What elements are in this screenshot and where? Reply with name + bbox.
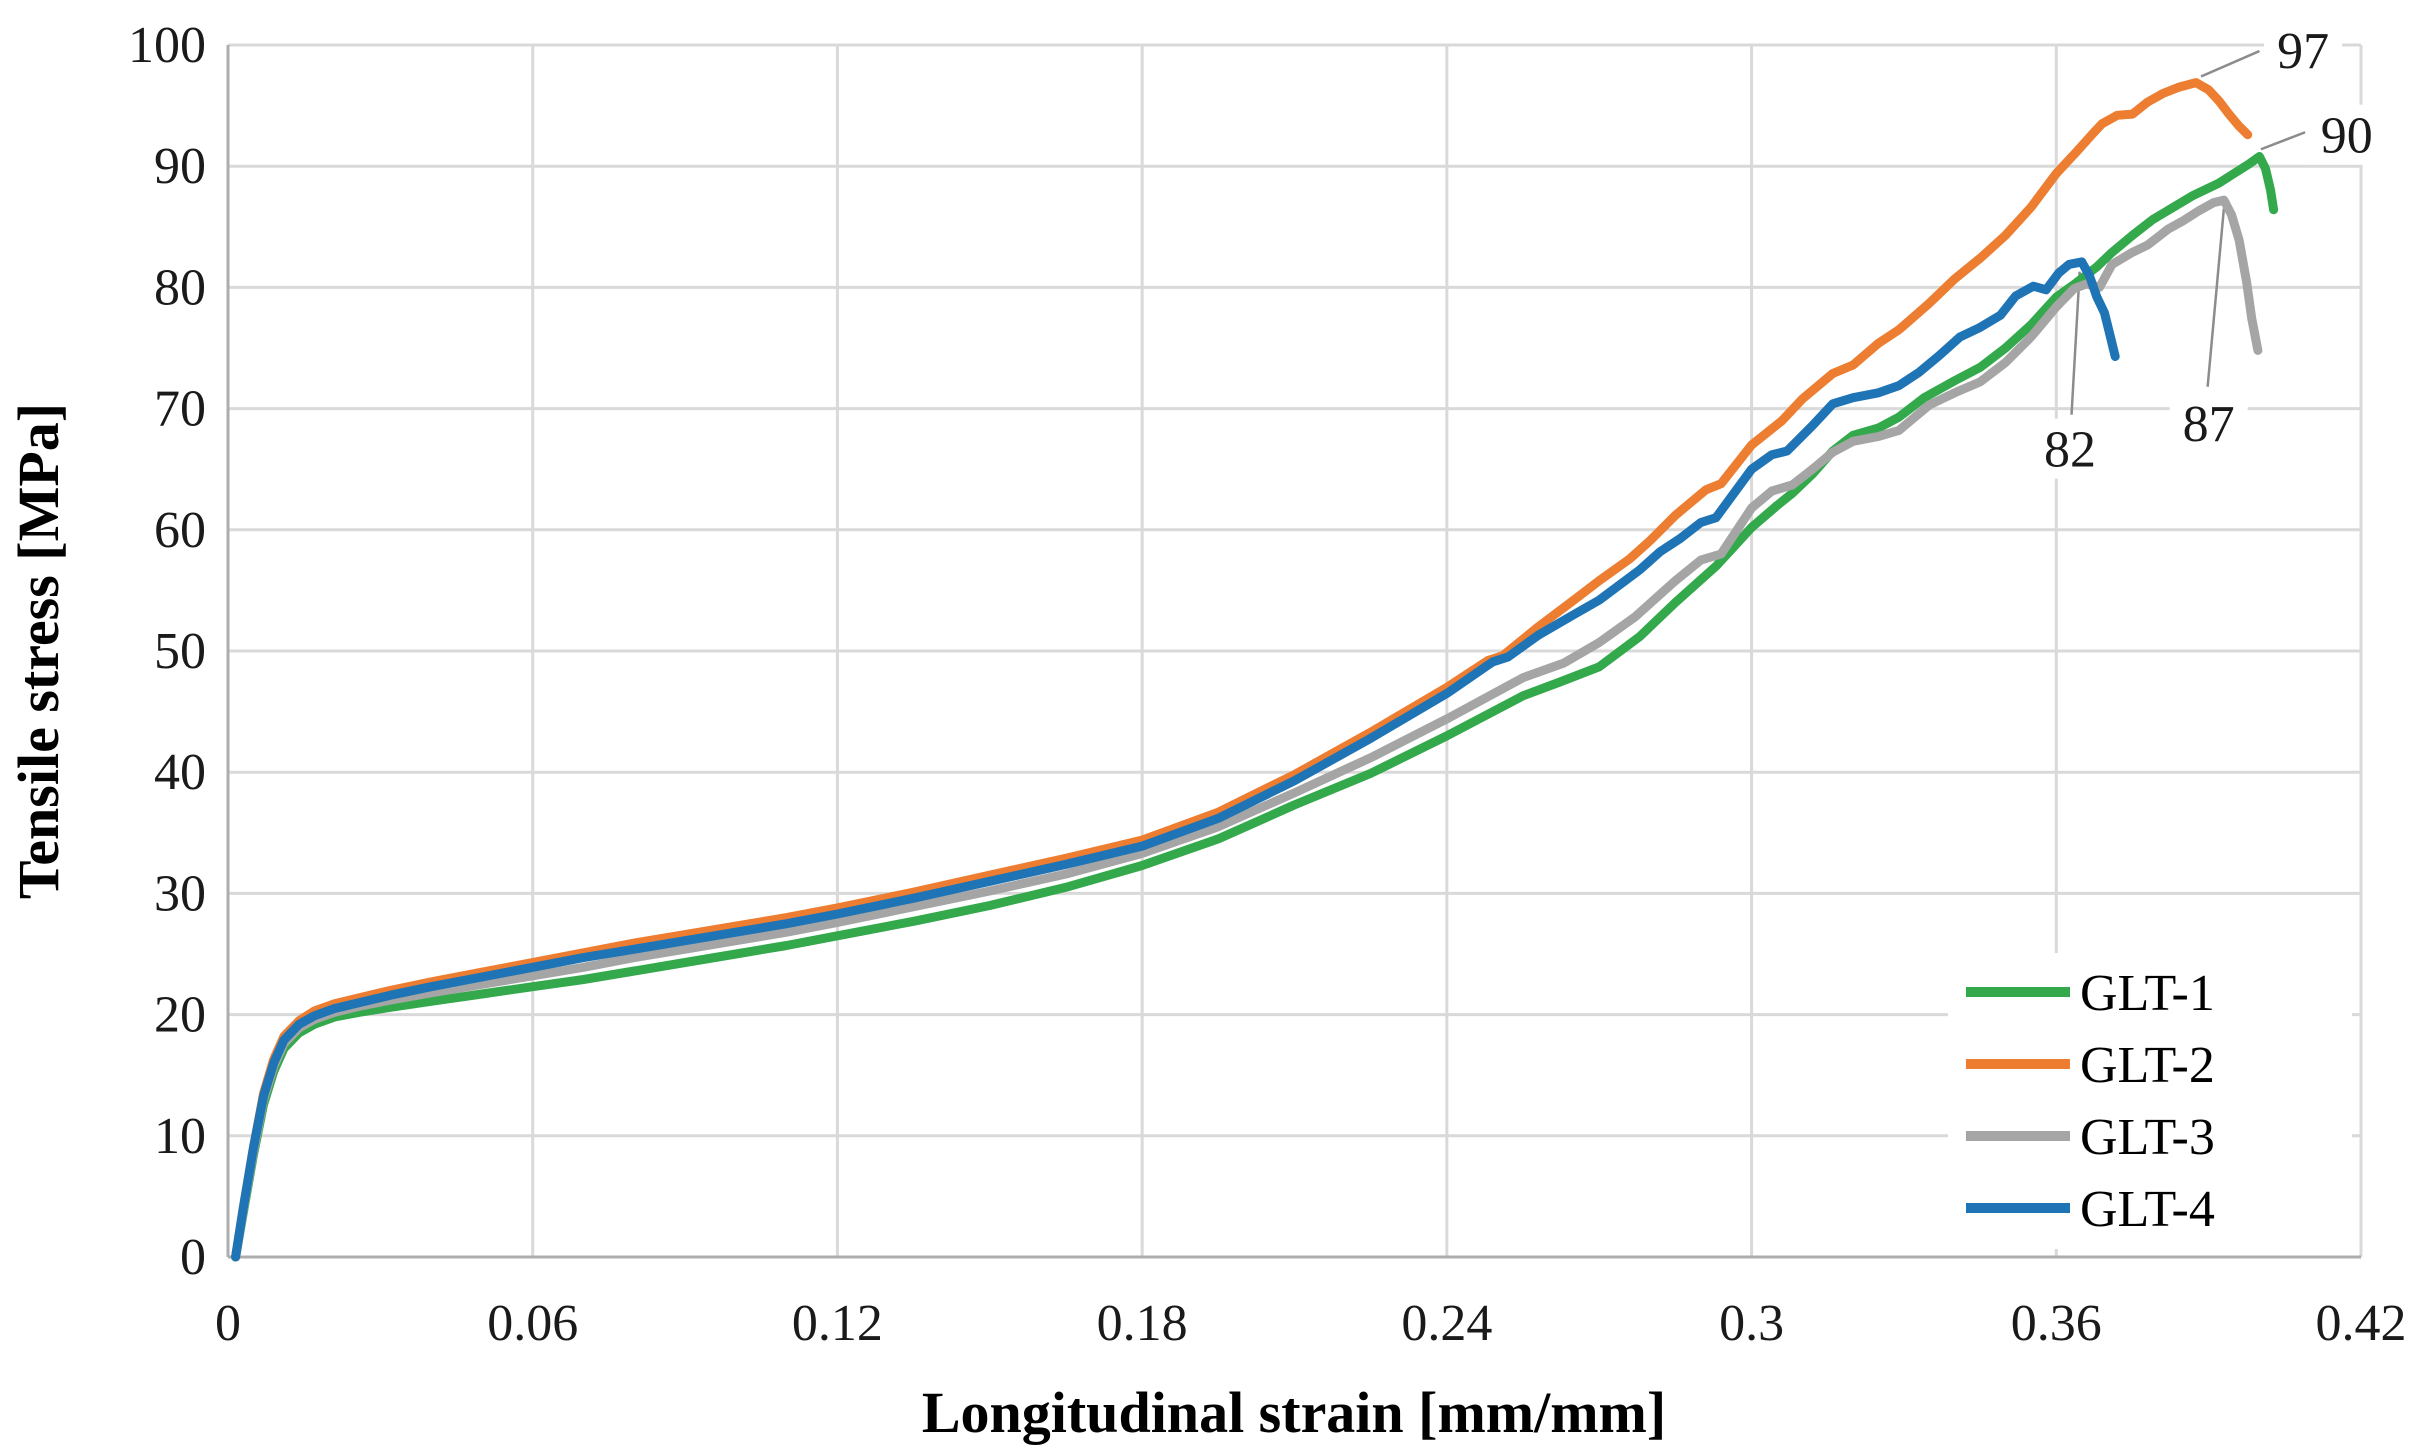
legend-label-glt-4: GLT-4 [2080, 1181, 2215, 1238]
annotation-label-90: 90 [2321, 108, 2373, 165]
axes [226, 45, 2361, 1259]
tick-labels: 0 0.06 0.12 0.18 0.24 0.3 0.36 0.42 0 10 20 30 40 50 6… [128, 17, 2407, 1352]
legend-label-glt-1: GLT-1 [2080, 965, 2215, 1022]
annotation-87: 87 [2169, 393, 2248, 454]
annotation-background-87 [2169, 393, 2248, 454]
y-tick-label-60: 60 [154, 502, 206, 559]
annotation-labels: 97 90 87 82 [2030, 19, 2386, 479]
series-lines [231, 78, 2279, 1262]
x-tick-label-0.18: 0.18 [1097, 1295, 1188, 1352]
legend-item-glt-1: GLT-1 [1966, 965, 2215, 1022]
legend-label-glt-3: GLT-3 [2080, 1109, 2215, 1166]
legend-item-glt-4: GLT-4 [1966, 1181, 2215, 1238]
y-tick-label-20: 20 [154, 987, 206, 1044]
legend: GLT-1 GLT-2 GLT-3 GLT-4 [1948, 953, 2352, 1249]
x-tick-label-0: 0 [215, 1295, 241, 1352]
series-line-glt-1 [231, 152, 2279, 1262]
leader-line-97 [2200, 49, 2260, 78]
annotation-97: 97 [2264, 19, 2343, 80]
y-tick-label-0: 0 [180, 1229, 206, 1286]
y-tick-label-100: 100 [128, 17, 206, 74]
annotation-background-82 [2030, 418, 2109, 479]
y-tick-label-90: 90 [154, 138, 206, 195]
x-tick-label-0.12: 0.12 [792, 1295, 883, 1352]
y-tick-label-40: 40 [154, 744, 206, 801]
x-tick-label-0.3: 0.3 [1719, 1295, 1784, 1352]
annotation-label-82: 82 [2044, 422, 2096, 479]
legend-label-glt-2: GLT-2 [2080, 1037, 2215, 1094]
gridlines [228, 43, 2363, 1257]
legend-background [1948, 953, 2352, 1249]
annotation-label-97: 97 [2277, 23, 2329, 80]
annotation-label-87: 87 [2183, 396, 2235, 453]
y-tick-label-80: 80 [154, 259, 206, 316]
x-tick-label-0.06: 0.06 [487, 1295, 578, 1352]
legend-item-glt-3: GLT-3 [1966, 1109, 2215, 1166]
x-tick-label-0.36: 0.36 [2011, 1295, 2102, 1352]
y-tick-label-50: 50 [154, 623, 206, 680]
annotation-82: 82 [2030, 418, 2109, 479]
y-tick-label-10: 10 [154, 1108, 206, 1165]
legend-item-glt-2: GLT-2 [1966, 1037, 2215, 1094]
leader-line-82 [2070, 271, 2081, 415]
annotation-90: 90 [2307, 104, 2386, 165]
y-axis-title: Tensile stress [MPa] [6, 403, 71, 899]
x-tick-label-0.42: 0.42 [2316, 1295, 2407, 1352]
series-line-glt-4 [231, 257, 2120, 1262]
series-line-glt-3 [231, 195, 2263, 1262]
x-axis-title: Longitudinal strain [mm/mm] [922, 1380, 1666, 1445]
y-tick-label-70: 70 [154, 381, 206, 438]
series-line-glt-2 [231, 78, 2253, 1262]
leader-line-90 [2260, 131, 2306, 151]
y-tick-label-30: 30 [154, 865, 206, 922]
annotation-background-97 [2264, 19, 2343, 80]
x-tick-label-0.24: 0.24 [1401, 1295, 1492, 1352]
leader-line-87 [2206, 208, 2226, 387]
annotation-background-90 [2307, 104, 2386, 165]
annotation-leader-lines [2070, 49, 2306, 415]
